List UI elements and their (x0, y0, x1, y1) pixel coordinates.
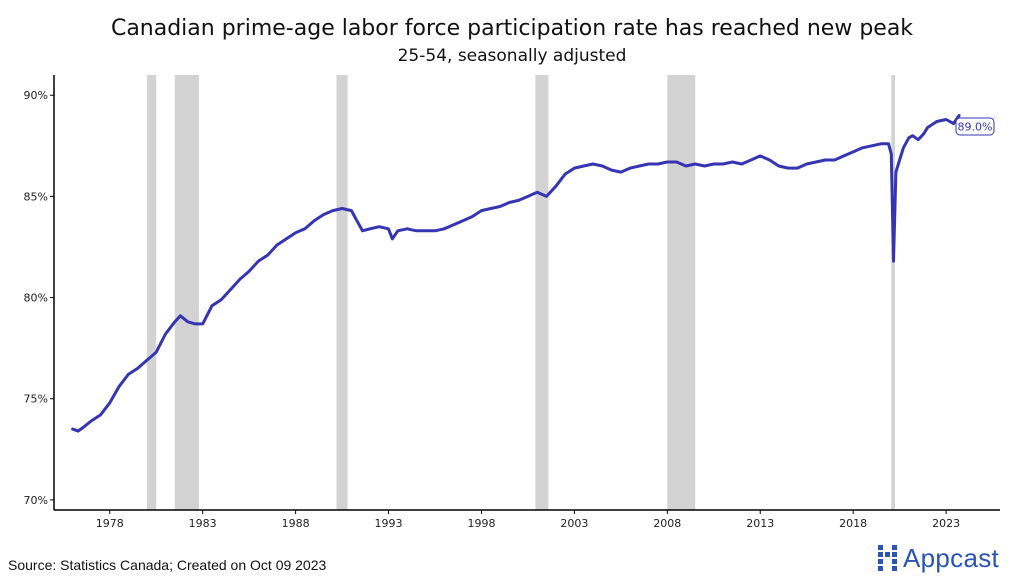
end-label-group: 89.0% (955, 117, 995, 136)
x-tick-label: 2003 (560, 517, 588, 530)
series-line (71, 114, 961, 433)
axes: 70% 75% 80% 85% 90% 1978 1983 1988 1993 1998 2003 2… (24, 75, 1000, 530)
x-tick-label: 1998 (467, 517, 495, 530)
y-tick-label: 80% (24, 292, 48, 305)
y-tick-label: 85% (24, 190, 48, 203)
brand-name: Appcast (903, 542, 1000, 573)
x-tick-label: 2008 (653, 517, 681, 530)
y-tick-label: 90% (24, 89, 48, 102)
x-tick-label: 1988 (282, 517, 310, 530)
recession-band (146, 75, 157, 510)
recession-band (174, 75, 199, 510)
x-tick-label: 1978 (96, 517, 124, 530)
end-label-box (955, 117, 995, 136)
recession-band (336, 75, 348, 510)
appcast-logo: Appcast (878, 542, 999, 574)
series-layer (71, 114, 961, 433)
y-tick-label: 70% (24, 494, 48, 507)
end-value-label: 89.0% (958, 120, 993, 133)
y-tick-label: 75% (24, 393, 48, 406)
x-tick-label: 2018 (839, 517, 867, 530)
recession-band (891, 75, 895, 510)
appcast-logo-icon (878, 545, 897, 571)
x-tick-label: 2023 (932, 517, 960, 530)
x-tick-label: 1993 (375, 517, 403, 530)
recession-band (667, 75, 696, 510)
recession-band (535, 75, 549, 510)
recession-bands (146, 75, 895, 510)
line-chart: 70% 75% 80% 85% 90% 1978 1983 1988 1993 1998 2003 2… (24, 75, 1000, 530)
source-note: Source: Statistics Canada; Created on Oc… (8, 557, 327, 573)
chart-title: Canadian prime-age labor force participa… (110, 16, 914, 41)
x-tick-label: 1983 (189, 517, 217, 530)
x-tick-label: 2013 (746, 517, 774, 530)
chart-subtitle: 25-54, seasonally adjusted (397, 46, 627, 66)
